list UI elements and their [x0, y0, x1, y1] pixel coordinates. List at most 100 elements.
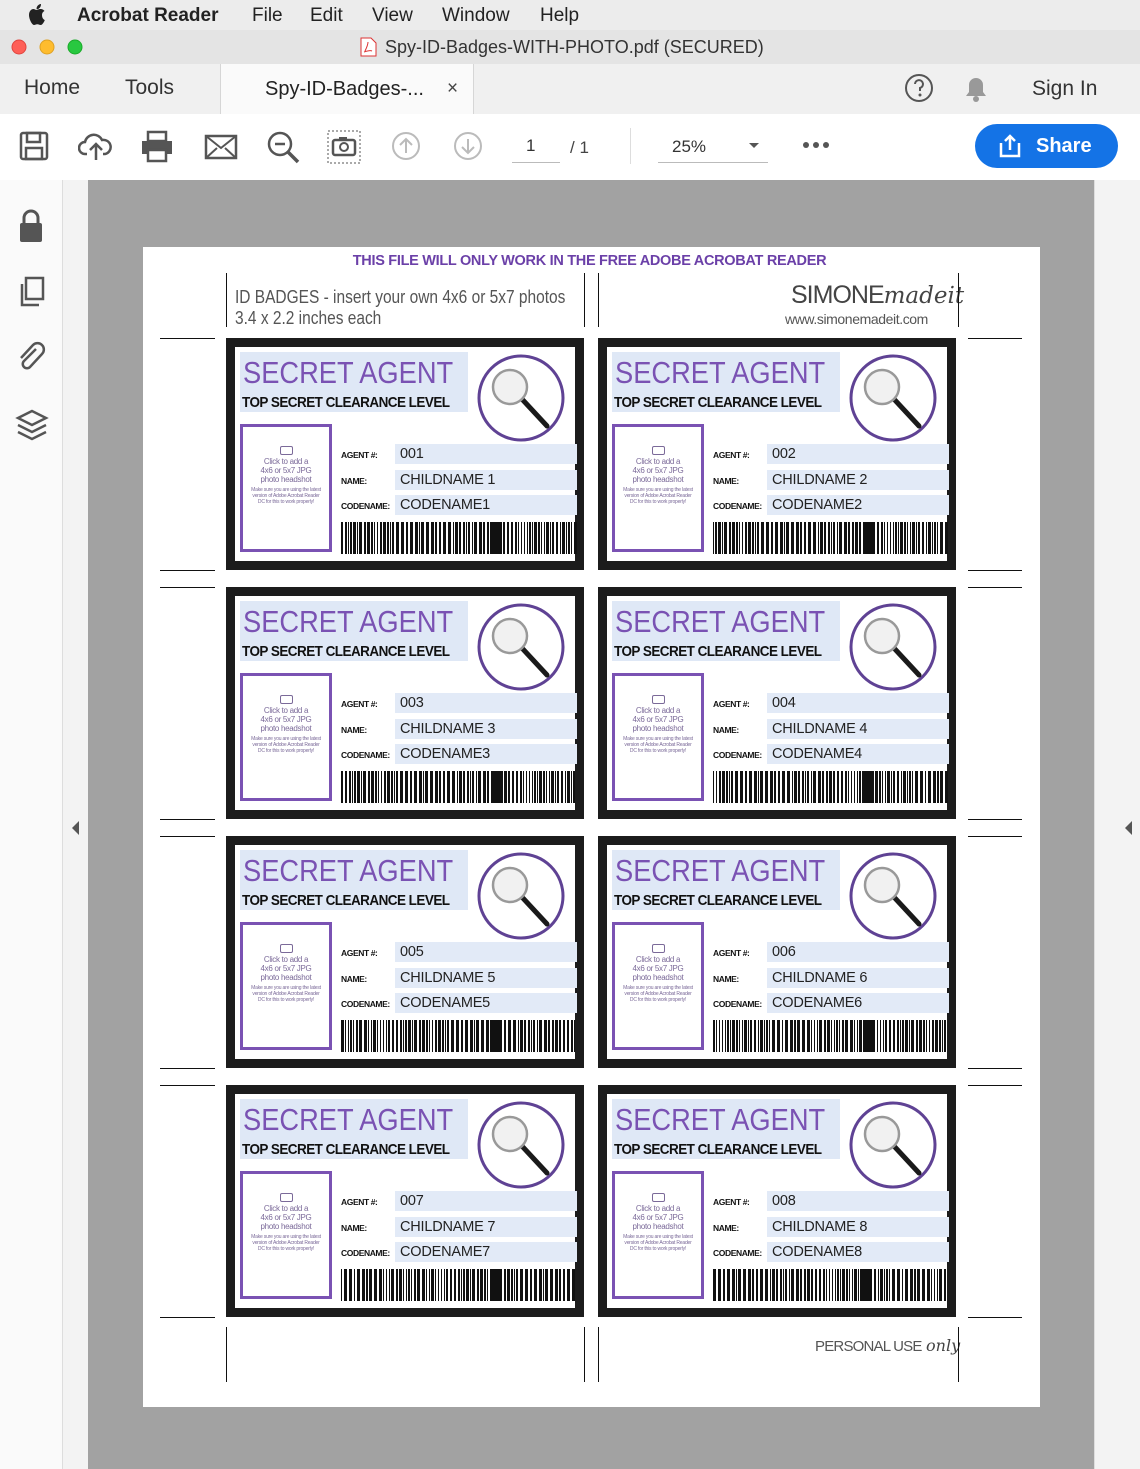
home-tab[interactable]: Home: [24, 76, 81, 99]
photo-field[interactable]: Click to add a 4x6 or 5x7 JPG photo head…: [240, 922, 332, 1050]
photo-note: Make sure you are using the latest versi…: [623, 985, 693, 1003]
apple-logo[interactable]: [28, 4, 48, 26]
photo-field[interactable]: Click to add a 4x6 or 5x7 JPG photo head…: [612, 424, 704, 552]
field-input[interactable]: 006: [767, 942, 949, 962]
barcode-bar: [371, 1020, 372, 1052]
barcode-bar: [350, 1020, 352, 1052]
barcode-bar: [345, 771, 347, 803]
barcode-bar: [897, 1269, 900, 1301]
print-button[interactable]: [140, 130, 174, 164]
field-input[interactable]: CHILDNAME 4: [767, 718, 949, 739]
field-input[interactable]: CODENAME7: [395, 1242, 577, 1262]
field-input[interactable]: 003: [395, 693, 577, 713]
barcode-bar: [824, 1020, 826, 1052]
barcode-bar: [518, 522, 519, 554]
crop-mark: [160, 1068, 215, 1069]
zoom-select[interactable]: 25%: [658, 132, 768, 163]
zoom-search-button[interactable]: [265, 129, 301, 165]
field-input[interactable]: CHILDNAME 6: [767, 967, 949, 988]
security-icon[interactable]: [17, 208, 45, 244]
field-input[interactable]: CHILDNAME 8: [767, 1216, 949, 1237]
photo-field[interactable]: Click to add a 4x6 or 5x7 JPG photo head…: [240, 673, 332, 801]
field-input[interactable]: CHILDNAME 1: [395, 469, 577, 490]
barcode-bar: [414, 1269, 416, 1301]
upload-button[interactable]: [78, 130, 114, 164]
barcode-bar: [533, 1020, 535, 1052]
field-input[interactable]: 008: [767, 1191, 949, 1211]
menu-item[interactable]: Help: [540, 5, 580, 26]
field-input[interactable]: CODENAME5: [395, 993, 577, 1013]
photo-field[interactable]: Click to add a 4x6 or 5x7 JPG photo head…: [240, 424, 332, 552]
field-input[interactable]: 004: [767, 693, 949, 713]
page-input[interactable]: 1: [512, 132, 560, 163]
field-input[interactable]: CHILDNAME 3: [395, 718, 577, 739]
field-input[interactable]: CODENAME6: [767, 993, 949, 1013]
document-tab[interactable]: Spy-ID-Badges-... ×: [220, 64, 474, 115]
barcode-bar: [406, 522, 408, 554]
barcode-bar: [713, 522, 714, 554]
attachments-icon[interactable]: [16, 340, 46, 374]
field-input[interactable]: CHILDNAME 5: [395, 967, 577, 988]
barcode-bar: [877, 1020, 878, 1052]
barcode-bar: [811, 1269, 813, 1301]
tools-tab[interactable]: Tools: [125, 76, 175, 99]
layers-icon[interactable]: [15, 408, 49, 442]
field-input[interactable]: CHILDNAME 2: [767, 469, 949, 490]
window-controls[interactable]: [10, 38, 90, 56]
menu-item[interactable]: Window: [442, 5, 510, 26]
email-button[interactable]: [204, 132, 238, 162]
field-input[interactable]: CODENAME8: [767, 1242, 949, 1262]
pages-icon[interactable]: [17, 276, 47, 308]
barcode-bar: [798, 771, 800, 803]
field-value: 002: [772, 446, 796, 462]
snapshot-button[interactable]: [326, 129, 362, 165]
field-input[interactable]: 005: [395, 942, 577, 962]
field-input[interactable]: CODENAME1: [395, 495, 577, 515]
field-label: AGENT #:: [713, 450, 750, 460]
more-tools-button[interactable]: [802, 140, 832, 150]
barcode-bar: [410, 771, 412, 803]
app-name[interactable]: Acrobat Reader: [77, 5, 219, 26]
sign-in[interactable]: Sign In: [1032, 77, 1098, 100]
save-button[interactable]: [18, 130, 52, 164]
help-button[interactable]: [903, 72, 935, 104]
field-input[interactable]: 001: [395, 444, 577, 464]
next-page-button[interactable]: [452, 130, 484, 162]
field-input[interactable]: CODENAME2: [767, 495, 949, 515]
left-panel-toggle[interactable]: [63, 180, 88, 1469]
barcode-bar: [844, 522, 847, 554]
photo-field[interactable]: Click to add a 4x6 or 5x7 JPG photo head…: [612, 922, 704, 1050]
barcode-bar: [490, 522, 502, 554]
right-panel-toggle[interactable]: [1094, 180, 1140, 1469]
field-input[interactable]: CODENAME4: [767, 744, 949, 764]
previous-page-button[interactable]: [390, 130, 422, 162]
close-tab[interactable]: ×: [447, 78, 459, 99]
barcode-bar: [772, 1020, 775, 1052]
barcode: [713, 771, 948, 803]
photo-field[interactable]: Click to add a 4x6 or 5x7 JPG photo head…: [612, 673, 704, 801]
barcode-bar: [348, 1020, 349, 1052]
barcode-bar: [754, 771, 757, 803]
barcode-bar: [341, 1020, 344, 1052]
barcode-bar: [451, 1020, 454, 1052]
field-input[interactable]: CHILDNAME 7: [395, 1216, 577, 1237]
barcode-bar: [552, 522, 554, 554]
field-input[interactable]: CODENAME3: [395, 744, 577, 764]
field-input[interactable]: 002: [767, 444, 949, 464]
field-input[interactable]: 007: [395, 1191, 577, 1211]
barcode-bar: [897, 1020, 899, 1052]
menu-item[interactable]: File: [252, 5, 283, 26]
barcode-bar: [833, 522, 835, 554]
barcode-bar: [904, 522, 906, 554]
menu-item[interactable]: Edit: [310, 5, 343, 26]
photo-field[interactable]: Click to add a 4x6 or 5x7 JPG photo head…: [240, 1171, 332, 1299]
photo-field[interactable]: Click to add a 4x6 or 5x7 JPG photo head…: [612, 1171, 704, 1299]
barcode-bar: [383, 1020, 384, 1052]
notifications-button[interactable]: [962, 72, 990, 104]
share-button[interactable]: Share: [975, 124, 1118, 168]
barcode-bar: [438, 1020, 441, 1052]
barcode-bar: [881, 522, 883, 554]
barcode-bar: [450, 1269, 452, 1301]
barcode-bar: [467, 771, 469, 803]
menu-item[interactable]: View: [372, 5, 413, 26]
